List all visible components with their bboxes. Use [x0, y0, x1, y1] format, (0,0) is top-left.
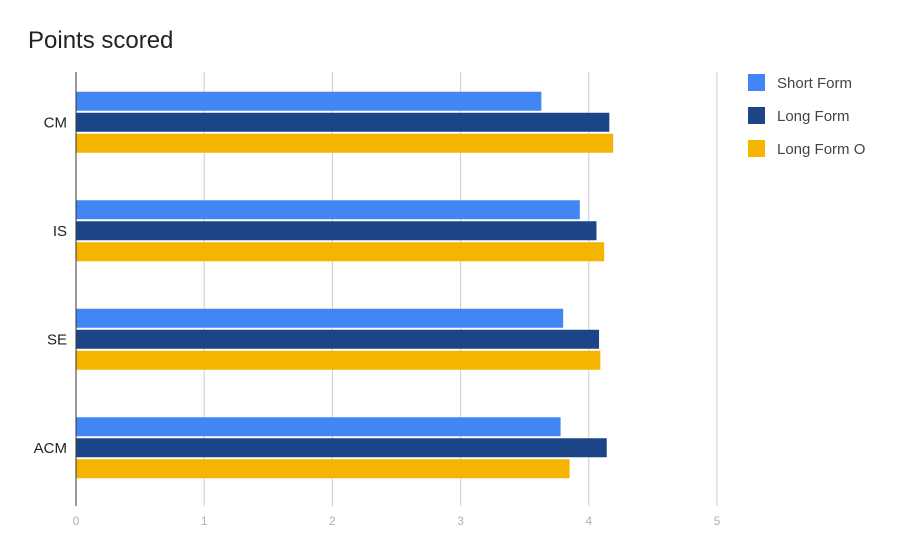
- bar-acm-short-form: [76, 417, 561, 437]
- bar-acm-long-form: [76, 438, 607, 458]
- bar-cm-long-form: [76, 112, 610, 132]
- x-tick-label-1: 1: [201, 514, 208, 528]
- bar-cm-long-form-o: [76, 133, 614, 153]
- bars: [76, 91, 614, 479]
- x-axis-ticks: 0 1 2 3 4 5: [73, 514, 721, 528]
- x-tick-label-5: 5: [714, 514, 721, 528]
- legend-label-short-form: Short Form: [777, 75, 852, 92]
- legend-swatch-long-form-o: [748, 140, 765, 157]
- legend: Short Form Long Form Long Form O: [748, 74, 865, 158]
- bar-is-short-form: [76, 200, 580, 220]
- category-label-cm: CM: [44, 114, 67, 131]
- bar-se-long-form: [76, 329, 600, 349]
- bar-is-long-form: [76, 221, 597, 241]
- legend-swatch-long-form: [748, 107, 765, 124]
- bar-se-short-form: [76, 308, 564, 328]
- category-label-is: IS: [53, 223, 67, 240]
- bar-acm-long-form-o: [76, 459, 570, 479]
- category-labels: CM IS SE ACM: [34, 114, 67, 457]
- legend-swatch-short-form: [748, 74, 765, 91]
- x-tick-label-3: 3: [457, 514, 464, 528]
- legend-label-long-form: Long Form: [777, 108, 850, 125]
- chart-title: Points scored: [28, 27, 173, 54]
- x-tick-label-4: 4: [585, 514, 592, 528]
- bar-se-long-form-o: [76, 350, 601, 370]
- category-label-acm: ACM: [34, 440, 67, 457]
- bar-cm-short-form: [76, 91, 542, 111]
- bar-is-long-form-o: [76, 242, 605, 262]
- x-tick-label-2: 2: [329, 514, 336, 528]
- x-tick-label-0: 0: [73, 514, 80, 528]
- category-label-se: SE: [47, 331, 67, 348]
- legend-label-long-form-o: Long Form O: [777, 141, 865, 158]
